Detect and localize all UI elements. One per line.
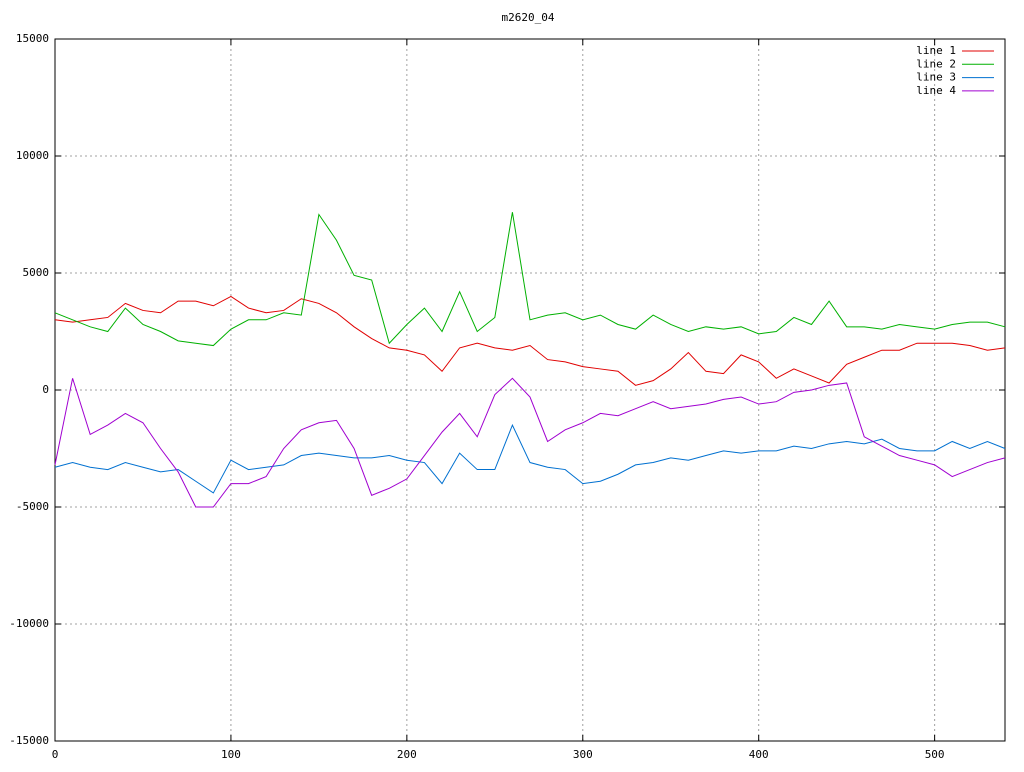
series-line: [54, 377, 1006, 508]
x-tick-label: 100: [221, 748, 241, 761]
series-line: [54, 295, 1006, 386]
series-line: [54, 423, 1006, 494]
x-tick-label: 0: [52, 748, 59, 761]
y-tick-label: -15000: [9, 734, 49, 747]
x-tick-label: 300: [573, 748, 593, 761]
x-tick-label: 400: [749, 748, 769, 761]
series-line: [54, 212, 1006, 347]
plot-frame: [54, 38, 1006, 742]
y-tick-label: 15000: [16, 32, 49, 45]
chart-title: m2620_04: [502, 11, 555, 24]
legend-label: line 3: [916, 71, 956, 84]
y-tick-label: 5000: [23, 266, 50, 279]
x-tick-label: 200: [397, 748, 417, 761]
legend-label: line 2: [916, 57, 956, 70]
y-tick-label: -5000: [16, 500, 49, 513]
legend-label: line 4: [916, 84, 956, 97]
x-tick-label: 500: [925, 748, 945, 761]
y-tick-label: -10000: [9, 617, 49, 630]
legend-label: line 1: [916, 44, 956, 57]
y-tick-label: 10000: [16, 149, 49, 162]
y-tick-label: 0: [42, 383, 49, 396]
